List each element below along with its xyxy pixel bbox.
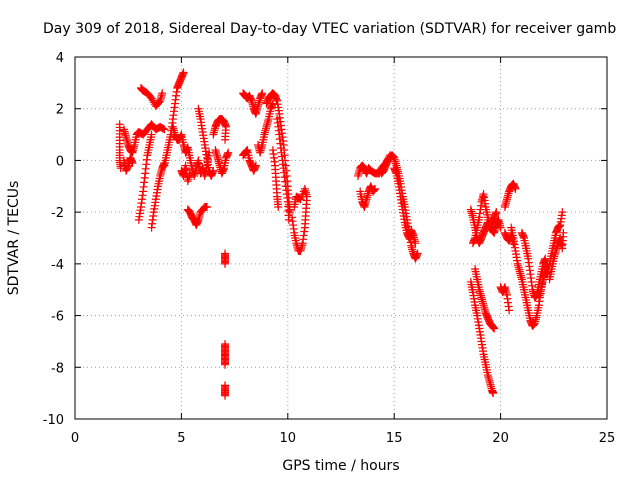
data-point xyxy=(160,125,169,134)
data-point xyxy=(559,228,568,237)
x-tick-label: 20 xyxy=(492,431,509,446)
data-point xyxy=(558,208,567,217)
x-axis-label: GPS time / hours xyxy=(282,458,399,474)
data-point xyxy=(258,89,267,98)
data-point xyxy=(489,389,498,398)
data-point xyxy=(221,360,230,369)
y-tick-label: 2 xyxy=(56,103,64,118)
data-point xyxy=(496,223,505,232)
y-tick-label: -6 xyxy=(51,310,64,325)
y-tick-label: -2 xyxy=(51,206,64,221)
y-axis-label: SDTVAR / TECUs xyxy=(6,181,22,296)
data-point xyxy=(411,239,420,248)
data-point xyxy=(490,324,499,333)
x-tick-label: 25 xyxy=(599,431,616,446)
chart-title: Day 309 of 2018, Sidereal Day-to-day VTE… xyxy=(43,21,616,37)
data-point xyxy=(221,135,230,144)
data-point xyxy=(128,159,137,168)
y-tick-label: -10 xyxy=(43,413,64,428)
data-point xyxy=(158,89,167,98)
data-point xyxy=(413,249,422,258)
x-tick-label: 5 xyxy=(177,431,185,446)
data-point xyxy=(511,184,520,193)
data-points xyxy=(115,68,568,400)
data-point xyxy=(209,166,218,175)
data-point xyxy=(371,184,380,193)
data-point xyxy=(221,391,230,400)
y-tick-label: -8 xyxy=(51,361,64,376)
data-point xyxy=(221,259,230,268)
plot-frame xyxy=(74,56,608,420)
data-point xyxy=(251,161,260,170)
data-point xyxy=(274,202,283,211)
x-tick-label: 10 xyxy=(280,431,297,446)
data-point xyxy=(202,202,211,211)
x-tick-label: 0 xyxy=(71,431,79,446)
data-point xyxy=(492,208,501,217)
data-point xyxy=(293,193,302,202)
axis-ticks: 0 5 10 15 20 25 -10 -8 -6 -4 -2 0 2 4 xyxy=(43,51,616,446)
data-point xyxy=(505,306,514,315)
y-tick-label: 4 xyxy=(56,51,64,66)
y-tick-label: -4 xyxy=(51,258,64,273)
data-point xyxy=(224,148,233,157)
y-tick-label: 0 xyxy=(56,154,64,169)
data-point xyxy=(185,169,194,178)
data-point xyxy=(290,202,299,211)
data-point xyxy=(159,124,168,133)
data-point xyxy=(147,130,156,139)
data-point xyxy=(179,68,188,77)
x-tick-label: 15 xyxy=(386,431,403,446)
